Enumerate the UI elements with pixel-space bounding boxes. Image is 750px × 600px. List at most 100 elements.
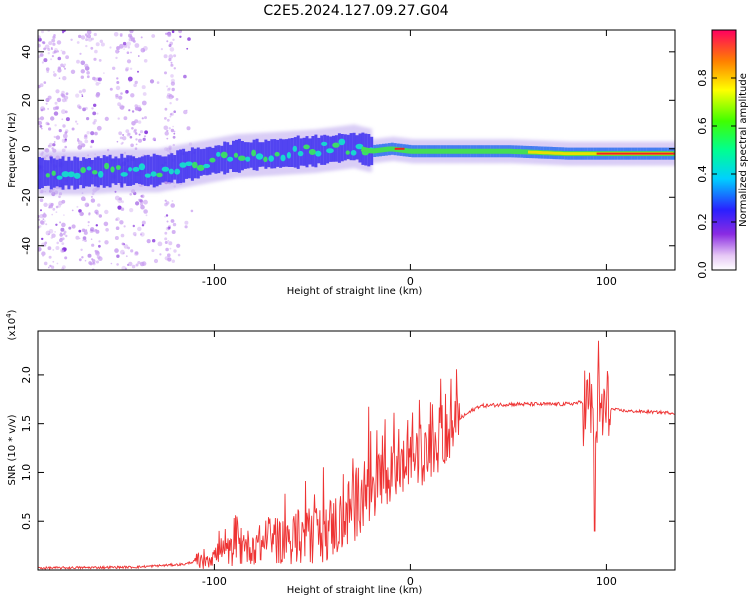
band-cell bbox=[332, 135, 335, 162]
ridge-blob bbox=[233, 152, 239, 158]
speckle bbox=[51, 147, 54, 150]
ridge-blob bbox=[168, 168, 174, 175]
speckle bbox=[53, 111, 59, 116]
speckle bbox=[121, 242, 125, 246]
speckle bbox=[170, 74, 174, 78]
speckle bbox=[173, 249, 177, 253]
speckle bbox=[62, 76, 67, 81]
speckle bbox=[82, 236, 87, 240]
speckle bbox=[170, 128, 175, 133]
speckle bbox=[64, 67, 66, 70]
speckle bbox=[117, 117, 120, 120]
ridge-blob bbox=[255, 153, 264, 160]
speckle bbox=[63, 214, 65, 216]
speckle bbox=[52, 71, 55, 73]
speckle bbox=[92, 76, 96, 81]
speckle bbox=[81, 143, 86, 148]
ridge-blob bbox=[192, 161, 198, 169]
speckle bbox=[40, 220, 45, 226]
band-cell bbox=[117, 158, 121, 183]
y-tick-label: 0 bbox=[20, 145, 33, 152]
band-cell bbox=[73, 156, 77, 190]
speckle bbox=[140, 232, 145, 237]
speckle bbox=[77, 145, 83, 150]
band-cell bbox=[196, 147, 200, 179]
speckle bbox=[43, 47, 46, 51]
speckle bbox=[41, 30, 44, 34]
ridge-blob bbox=[251, 149, 256, 157]
colorbar-gradient bbox=[711, 29, 737, 271]
speckle bbox=[55, 246, 60, 250]
speckle bbox=[48, 255, 52, 259]
speckle bbox=[79, 211, 84, 217]
speckle bbox=[166, 85, 169, 88]
ridge-blob bbox=[156, 172, 163, 178]
speckle bbox=[123, 244, 129, 249]
speckle bbox=[153, 258, 159, 264]
speckle bbox=[175, 98, 179, 101]
speckle bbox=[89, 229, 94, 234]
speckle bbox=[119, 136, 123, 140]
band-cell bbox=[85, 158, 88, 187]
speckle bbox=[123, 225, 126, 228]
speckle bbox=[138, 198, 142, 203]
band-cell bbox=[123, 157, 127, 184]
ridge-blob bbox=[203, 163, 211, 169]
speckle bbox=[90, 198, 96, 203]
speckle bbox=[84, 134, 88, 138]
speckle bbox=[164, 237, 168, 241]
speckle bbox=[80, 75, 85, 79]
speckle bbox=[119, 43, 124, 49]
speckle bbox=[116, 263, 119, 266]
speckle bbox=[165, 226, 170, 231]
speckle bbox=[41, 251, 46, 256]
speckle bbox=[48, 206, 51, 209]
speckle bbox=[134, 80, 138, 85]
speckle bbox=[86, 117, 90, 121]
speckle bbox=[88, 261, 92, 265]
speckle bbox=[55, 223, 58, 226]
speckle bbox=[92, 121, 96, 125]
band-cell bbox=[49, 156, 53, 190]
speckle bbox=[126, 132, 131, 137]
speckle bbox=[90, 238, 93, 240]
speckle bbox=[164, 199, 167, 202]
speckle bbox=[44, 44, 50, 50]
speckle bbox=[165, 32, 168, 35]
y-axis-label: SNR (10 * v/v) bbox=[7, 414, 18, 485]
ridge-blob bbox=[355, 143, 364, 150]
speckle bbox=[120, 233, 125, 238]
speckle bbox=[143, 59, 148, 63]
speckle bbox=[78, 229, 82, 233]
speckle bbox=[170, 78, 175, 83]
y-tick-label: -40 bbox=[20, 237, 33, 255]
speckle bbox=[59, 221, 62, 224]
speckle bbox=[141, 100, 147, 106]
speckle bbox=[81, 93, 83, 96]
speckle bbox=[78, 258, 82, 262]
speckle bbox=[38, 120, 43, 126]
speckle bbox=[61, 50, 66, 55]
speckle bbox=[170, 203, 175, 208]
speckle bbox=[173, 130, 176, 133]
band-cell bbox=[346, 134, 350, 160]
speckle bbox=[165, 214, 169, 217]
speckle bbox=[138, 55, 140, 57]
x-tick-label: -100 bbox=[202, 275, 227, 288]
speckle bbox=[140, 194, 145, 199]
speckle bbox=[118, 131, 123, 136]
speckle bbox=[172, 135, 176, 139]
speckle bbox=[80, 35, 86, 40]
band-cell bbox=[340, 134, 344, 162]
band-cell bbox=[249, 142, 253, 168]
speckle bbox=[62, 124, 66, 128]
speckle bbox=[117, 205, 122, 210]
speckle bbox=[167, 226, 171, 230]
speckle bbox=[170, 61, 173, 64]
speckle bbox=[40, 106, 45, 111]
speckle bbox=[39, 116, 45, 121]
band-cell bbox=[232, 140, 235, 172]
speckle bbox=[64, 256, 68, 260]
speckle bbox=[62, 133, 68, 139]
ridge-blob bbox=[286, 152, 291, 159]
